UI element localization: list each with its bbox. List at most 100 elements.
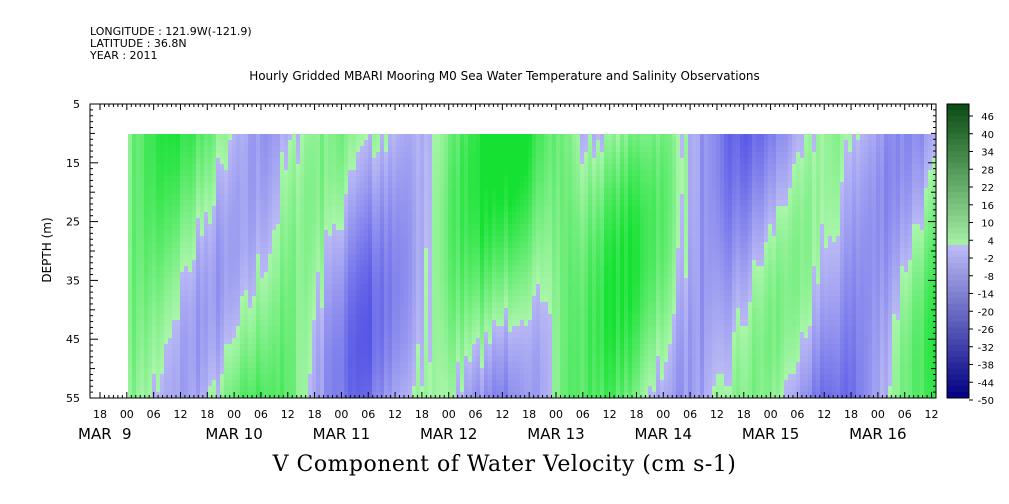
heat-cell [208,218,213,225]
heat-cell [360,380,365,387]
heat-cell [276,284,281,291]
heat-cell [312,308,317,315]
heat-cell [400,314,405,321]
heat-cell [576,350,581,357]
heat-cell [208,308,213,315]
heat-cell [440,170,445,177]
heat-cell [160,170,165,177]
heat-cell [204,248,209,255]
heat-cell [340,176,345,183]
heat-cell [156,146,161,153]
heat-cell [232,188,237,195]
heat-cell [508,284,513,291]
heat-cell [280,260,285,267]
heat-cell [504,146,509,153]
heat-cell [528,266,533,273]
heat-cell [476,356,481,363]
heat-cell [344,158,349,165]
heat-cell [136,368,141,375]
heat-cell [508,158,513,165]
heat-cell [356,164,361,171]
heat-cell [172,182,177,189]
heat-cell [224,158,229,165]
heat-cell [212,392,217,398]
heat-cell [404,248,409,255]
heat-cell [548,314,553,321]
heat-cell [500,170,505,177]
heat-cell [276,344,281,351]
heat-cell [308,134,313,141]
heat-cell [444,284,449,291]
heat-cell [408,314,413,321]
heat-cell [576,380,581,387]
heat-cell [284,230,289,237]
heat-cell [576,152,581,159]
heat-cell [132,314,137,321]
heat-cell [524,326,529,333]
heat-cell [156,344,161,351]
heat-cell [540,146,545,153]
heat-cell [308,314,313,321]
heat-cell [284,308,289,315]
heat-cell [260,308,265,315]
heat-cell [488,314,493,321]
heat-cell [484,176,489,183]
heat-cell [480,320,485,327]
heat-cell [276,332,281,339]
heat-cell [328,380,333,387]
heat-cell [576,194,581,201]
heat-cell [420,380,425,387]
heat-cell [232,200,237,207]
heat-cell [312,188,317,195]
heat-cell [452,242,457,249]
heat-cell [252,368,257,375]
heat-cell [360,338,365,345]
heat-cell [140,368,145,375]
heat-cell [536,188,541,195]
heat-cell [340,392,345,398]
heat-cell [364,248,369,255]
heat-cell [260,146,265,153]
heat-cell [132,386,137,393]
heat-cell [432,356,437,363]
heat-cell [128,242,133,249]
heat-cell [356,272,361,279]
heat-cell [452,218,457,225]
heat-cell [492,200,497,207]
heat-cell [128,392,133,398]
heat-cell [564,332,569,339]
heat-cell [220,290,225,297]
heat-cell [540,344,545,351]
heat-cell [532,224,537,231]
heat-cell [424,374,429,381]
heat-cell [412,140,417,147]
heat-cell [476,374,481,381]
heat-cell [344,230,349,237]
heat-cell [492,338,497,345]
heat-cell [448,188,453,195]
heat-cell [404,314,409,321]
heat-cell [428,164,433,171]
heat-cell [292,188,297,195]
heat-cell [520,188,525,195]
heat-cell [192,206,197,213]
heat-cell [368,134,373,141]
heat-cell [300,332,305,339]
heat-cell [420,236,425,243]
heat-cell [244,290,249,297]
heat-cell [576,344,581,351]
heat-cell [300,308,305,315]
heat-cell [460,218,465,225]
heat-cell [252,152,257,159]
heat-cell [284,224,289,231]
heat-cell [348,266,353,273]
heat-cell [496,212,501,219]
heat-cell [464,170,469,177]
heat-cell [488,302,493,309]
heat-cell [308,200,313,207]
heat-cell [284,326,289,333]
heat-cell [248,290,253,297]
heat-cell [136,338,141,345]
heat-cell [152,170,157,177]
heat-cell [156,272,161,279]
